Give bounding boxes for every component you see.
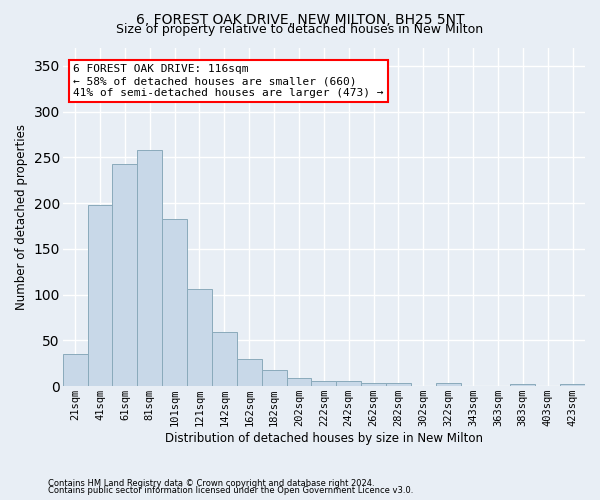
Bar [212,332,237,386]
Bar [187,289,212,386]
Y-axis label: Number of detached properties: Number of detached properties [15,124,28,310]
Bar [63,354,88,386]
Text: 6 FOREST OAK DRIVE: 116sqm
← 58% of detached houses are smaller (660)
41% of sem: 6 FOREST OAK DRIVE: 116sqm ← 58% of deta… [73,64,383,98]
Bar [311,380,336,386]
Bar [287,378,311,386]
Bar [237,358,262,386]
Text: Size of property relative to detached houses in New Milton: Size of property relative to detached ho… [116,22,484,36]
Bar [511,384,535,386]
X-axis label: Distribution of detached houses by size in New Milton: Distribution of detached houses by size … [165,432,483,445]
Bar [361,384,386,386]
Text: 6, FOREST OAK DRIVE, NEW MILTON, BH25 5NT: 6, FOREST OAK DRIVE, NEW MILTON, BH25 5N… [136,12,464,26]
Bar [88,205,112,386]
Bar [560,384,585,386]
Bar [162,218,187,386]
Bar [386,384,411,386]
Bar [436,384,461,386]
Bar [112,164,137,386]
Text: Contains public sector information licensed under the Open Government Licence v3: Contains public sector information licen… [48,486,413,495]
Bar [137,150,162,386]
Bar [336,380,361,386]
Text: Contains HM Land Registry data © Crown copyright and database right 2024.: Contains HM Land Registry data © Crown c… [48,478,374,488]
Bar [262,370,287,386]
